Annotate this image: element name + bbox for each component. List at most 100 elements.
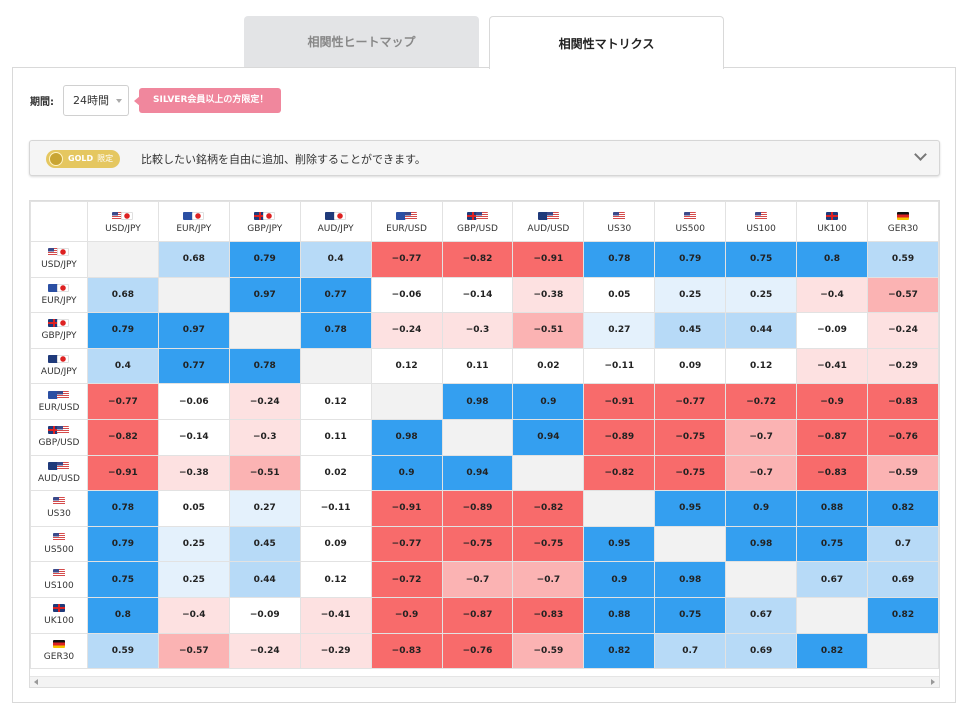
diagonal-cell <box>157 276 230 314</box>
tab-correlation-heatmap[interactable]: 相関性ヒートマップ <box>244 16 479 67</box>
flag-gb-icon <box>48 319 61 328</box>
flag-jp-icon <box>57 319 70 328</box>
correlation-cell: −0.14 <box>441 276 514 314</box>
correlation-cell: 0.25 <box>654 276 727 314</box>
matrix-row: EUR/USD −0.77 −0.06 −0.24 0.12 0.98 0.9 −0.91 −0… <box>30 383 939 420</box>
correlation-cell: −0.06 <box>370 276 443 314</box>
flag-de-icon <box>896 212 909 220</box>
correlation-cell: 0.05 <box>157 490 230 527</box>
correlation-cell: 0.59 <box>866 241 939 278</box>
correlation-cell: −0.59 <box>512 632 585 670</box>
row-header-label: EUR/USD <box>38 402 80 413</box>
flag-icon <box>325 212 347 221</box>
correlation-cell: 0.78 <box>299 312 372 349</box>
correlation-cell: 0.67 <box>725 596 798 634</box>
flag-us-icon <box>57 461 70 470</box>
correlation-cell: −0.38 <box>512 276 585 314</box>
correlation-cell: 0.75 <box>725 241 798 278</box>
scroll-right-icon[interactable] <box>931 679 935 685</box>
gold-feature-bar[interactable]: GOLD 限定 比較したい銘柄を自由に追加、削除することができます。 <box>29 140 940 176</box>
correlation-cell: 0.09 <box>654 347 727 385</box>
correlation-cell: −0.72 <box>370 561 443 598</box>
correlation-cell: 0.94 <box>512 418 585 456</box>
flag-icon <box>466 212 488 221</box>
diagonal-cell <box>228 312 301 349</box>
chevron-down-icon[interactable] <box>914 148 927 161</box>
matrix-row: UK100 0.8 −0.4 −0.09 −0.41 −0.9 −0.87 −0.83 0.88… <box>30 596 939 634</box>
correlation-cell: −0.41 <box>796 347 868 385</box>
column-header: GBP/JPY <box>228 201 301 242</box>
diagonal-cell <box>583 490 656 527</box>
matrix-row: US500 0.79 0.25 0.45 0.09 −0.77 −0.75 −0.75 0.95… <box>30 525 939 563</box>
matrix-row: GER30 0.59 −0.57 −0.24 −0.29 −0.83 −0.76 −0.59 0… <box>30 632 939 670</box>
correlation-cell: −0.83 <box>512 596 585 634</box>
correlation-cell: 0.59 <box>86 632 159 670</box>
flag-icon <box>52 604 65 613</box>
tab-correlation-matrix[interactable]: 相関性マトリクス <box>489 16 724 69</box>
correlation-cell: −0.59 <box>866 454 939 492</box>
flag-icon <box>183 212 205 221</box>
matrix-row: EUR/JPY 0.68 0.97 0.77 −0.06 −0.14 −0.38 0.05 0.… <box>30 276 939 314</box>
correlation-cell: −0.89 <box>583 418 656 456</box>
flag-icon <box>537 212 559 221</box>
correlation-cell: −0.29 <box>299 632 372 670</box>
period-select[interactable]: 24時間 <box>63 85 129 116</box>
matrix-row: US30 0.78 0.05 0.27 −0.11 −0.91 −0.89 −0.82 0.95… <box>30 490 939 527</box>
correlation-cell: 0.12 <box>725 347 798 385</box>
column-header: EUR/USD <box>370 201 443 242</box>
flag-au-icon <box>537 212 550 220</box>
scroll-left-icon[interactable] <box>34 679 38 685</box>
flag-gb-icon <box>48 426 61 435</box>
correlation-cell: −0.9 <box>796 383 868 420</box>
correlation-cell: −0.82 <box>512 490 585 527</box>
row-header-label: US100 <box>44 580 74 591</box>
column-header: US30 <box>583 201 656 242</box>
column-header-label: AUD/USD <box>527 224 570 234</box>
column-header-label: US30 <box>607 224 632 234</box>
correlation-cell: −0.4 <box>796 276 868 314</box>
flag-gb-icon <box>254 212 267 220</box>
correlation-cell: −0.89 <box>441 490 514 527</box>
diagonal-cell <box>86 241 159 278</box>
correlation-cell: −0.57 <box>157 632 230 670</box>
correlation-cell: −0.83 <box>370 632 443 670</box>
correlation-cell: −0.91 <box>512 241 585 278</box>
matrix-corner <box>30 201 88 242</box>
correlation-cell: 0.78 <box>228 347 301 385</box>
correlation-cell: 0.98 <box>654 561 727 598</box>
caret-down-icon <box>116 99 122 103</box>
horizontal-scrollbar[interactable] <box>30 676 939 687</box>
flag-us-icon <box>405 212 418 220</box>
correlation-cell: −0.7 <box>441 561 514 598</box>
flag-jp-icon <box>57 283 70 292</box>
row-header-label: US500 <box>44 545 74 556</box>
correlation-cell: −0.76 <box>866 418 939 456</box>
flag-icon <box>52 497 65 506</box>
correlation-cell: −0.4 <box>157 596 230 634</box>
correlation-cell: 0.78 <box>86 490 159 527</box>
flag-icon <box>48 319 70 328</box>
column-header-label: USD/JPY <box>105 224 141 234</box>
row-header-label: GBP/JPY <box>41 331 77 342</box>
flag-gb-icon <box>826 212 839 220</box>
row-header: AUD/JPY <box>30 347 88 385</box>
column-header-label: EUR/USD <box>386 224 427 234</box>
correlation-cell: 0.25 <box>157 561 230 598</box>
correlation-cell: −0.57 <box>866 276 939 314</box>
matrix-row: AUD/JPY 0.4 0.77 0.78 0.12 0.11 0.02 −0.11 0.09 0… <box>30 347 939 385</box>
correlation-cell: 0.68 <box>86 276 159 314</box>
correlation-cell: −0.3 <box>441 312 514 349</box>
row-header: US30 <box>30 490 88 527</box>
matrix-row: US100 0.75 0.25 0.44 0.12 −0.72 −0.7 −0.7 0.9 0.9… <box>30 561 939 598</box>
gold-badge-suffix: 限定 <box>97 154 114 163</box>
correlation-cell: 0.67 <box>796 561 868 598</box>
correlation-cell: 0.7 <box>654 632 727 670</box>
flag-icon <box>254 212 276 221</box>
correlation-cell: −0.11 <box>583 347 656 385</box>
column-header-label: GBP/USD <box>457 224 498 234</box>
flag-icon <box>396 212 418 221</box>
correlation-cell: 0.8 <box>86 596 159 634</box>
diagonal-cell <box>725 561 798 598</box>
correlation-cell: 0.79 <box>228 241 301 278</box>
correlation-cell: −0.83 <box>796 454 868 492</box>
